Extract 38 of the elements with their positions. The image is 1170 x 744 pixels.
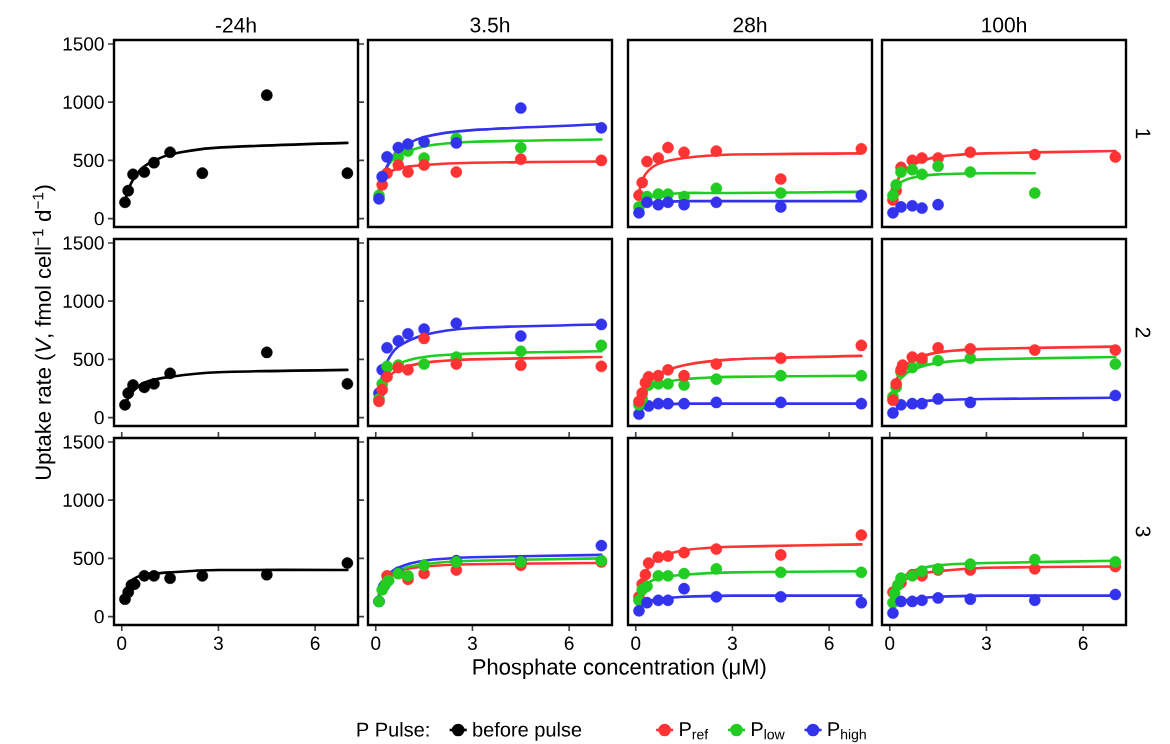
y-tick-label: 1500 bbox=[63, 37, 104, 51]
chart-title: 100h bbox=[982, 17, 1026, 33]
x-tick-label: 3 bbox=[727, 636, 737, 650]
y-tick-label: 500 bbox=[73, 352, 104, 367]
y-tick-label: 1000 bbox=[63, 493, 104, 507]
x-tick-label: 6 bbox=[564, 636, 574, 650]
y-axis-title: Uptake rate (V, fmol cell$^{−1}$ d$^{−1}$) bbox=[32, 185, 56, 480]
chart-title: 3.5h bbox=[470, 17, 510, 33]
y-tick-label: 1000 bbox=[63, 95, 104, 109]
chart-title: -24h bbox=[215, 17, 256, 33]
x-tick-label: 3 bbox=[213, 636, 223, 650]
x-tick-label: 0 bbox=[885, 636, 895, 650]
legend-label: before pulse bbox=[473, 721, 582, 741]
x-axis-title: Phosphate concentration (μM) bbox=[473, 658, 766, 680]
x-tick-label: 3 bbox=[467, 636, 477, 650]
x-tick-label: 0 bbox=[631, 636, 641, 650]
x-tick-label: 6 bbox=[310, 636, 320, 650]
y-tick-label: 1500 bbox=[63, 236, 104, 250]
legend-label: P$_{low}$ bbox=[751, 722, 785, 740]
y2-axis-title: 3 bbox=[1135, 526, 1151, 537]
y-tick-label: 0 bbox=[94, 410, 104, 425]
x-tick-label: 0 bbox=[117, 636, 127, 650]
y-tick-label: 0 bbox=[94, 609, 104, 624]
x-tick-label: 6 bbox=[824, 636, 834, 650]
y2-axis-title: 1 bbox=[1135, 129, 1151, 139]
y2-axis-title: 2 bbox=[1135, 327, 1151, 338]
y-tick-label: 0 bbox=[94, 211, 104, 226]
legend-label: P$_{high}$ bbox=[828, 722, 866, 743]
legend-label: P$_{ref}$ bbox=[680, 722, 709, 740]
chart-title: 28h bbox=[733, 17, 767, 33]
x-tick-label: 6 bbox=[1078, 636, 1088, 650]
x-tick-label: 0 bbox=[371, 636, 381, 650]
y-tick-label: 500 bbox=[73, 551, 104, 566]
legend-title: P Pulse: bbox=[357, 721, 429, 737]
y-tick-label: 1500 bbox=[63, 435, 104, 449]
x-tick-label: 3 bbox=[981, 636, 991, 650]
y-tick-label: 500 bbox=[73, 153, 104, 168]
y-tick-label: 1000 bbox=[63, 294, 104, 308]
